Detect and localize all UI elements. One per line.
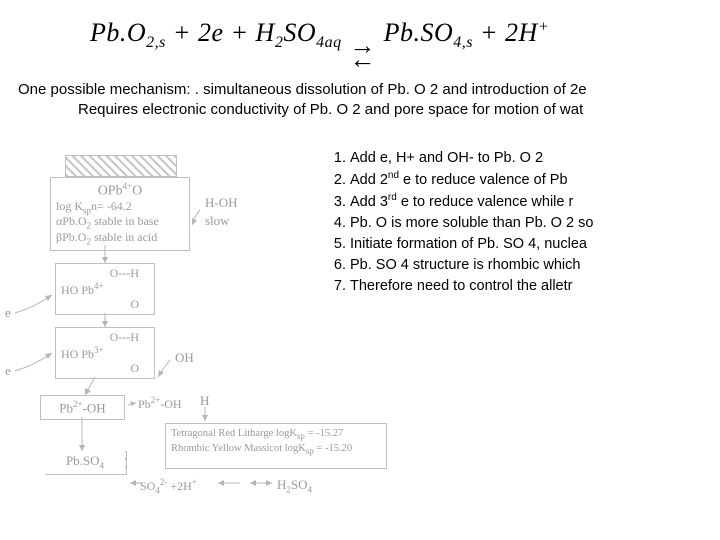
label-e1: e	[5, 305, 11, 321]
eq-sub3: 4	[316, 34, 325, 51]
eq-plus2: + 2H	[473, 18, 538, 47]
label-oh: OH	[175, 350, 194, 366]
list-item: Add 2nd e to reduce valence of Pb	[350, 169, 593, 191]
mechanism-paragraph: One possible mechanism: . simultaneous d…	[18, 80, 720, 121]
node-pb2oh: Pb2+-OH	[40, 395, 125, 420]
node-opb4o: OPb4+O log Kspn= -64.2 αPb.O2 stable in …	[50, 177, 190, 251]
list-item: Pb. SO 4 structure is rhombic which	[350, 255, 593, 276]
eq-p1: Pb.O	[90, 18, 146, 47]
para-line1: One possible mechanism: . simultaneous d…	[18, 80, 720, 100]
eq-sup1: +	[538, 18, 549, 35]
node-pb3: O---H HO Pb3+ O	[55, 327, 155, 379]
label-pb2oh: Pb2+-OH	[138, 395, 182, 412]
list-item: Pb. O is more soluble than Pb. O 2 so	[350, 213, 593, 234]
eq-p3: Pb.SO	[384, 18, 454, 47]
label-so4: SO42- +2H+	[140, 477, 197, 495]
eq-arrow-bot: ←	[349, 45, 377, 75]
list-item: Initiate formation of Pb. SO 4, nuclea	[350, 234, 593, 255]
list-item: Add e, H+ and OH- to Pb. O 2	[350, 148, 593, 169]
hatch-top	[65, 155, 177, 177]
label-h: H	[200, 393, 209, 409]
eq-p2: SO	[283, 18, 316, 47]
list-item: Therefore need to control the alletr	[350, 276, 593, 297]
label-hoh: H-OH	[205, 195, 238, 211]
eq-aq: aq	[325, 34, 342, 51]
node-pb4: O---H HO Pb4+ O	[55, 263, 155, 315]
list-item: Add 3rd e to reduce valence while r	[350, 191, 593, 213]
reaction-diagram: OPb4+O log Kspn= -64.2 αPb.O2 stable in …	[0, 155, 330, 535]
label-slow: slow	[205, 213, 230, 229]
para-line2: Requires electronic conductivity of Pb. …	[18, 100, 720, 120]
mechanism-steps-list: Add e, H+ and OH- to Pb. O 2 Add 2nd e t…	[328, 148, 593, 297]
eq-plus1: + 2e + H	[166, 18, 275, 47]
infobox-litharge: Tetragonal Red Litharge logKsp = -15.27 …	[165, 423, 387, 469]
label-e2: e	[5, 363, 11, 379]
eq-sub4: 4,s	[453, 34, 473, 51]
label-h2so4: H2SO4	[277, 477, 312, 495]
chemical-equation: Pb.O2,s + 2e + H2SO4aq →← Pb.SO4,s + 2H+	[90, 18, 549, 52]
node-pbso4: Pb.SO4	[45, 451, 125, 474]
eq-sub1: 2,s	[146, 34, 166, 51]
